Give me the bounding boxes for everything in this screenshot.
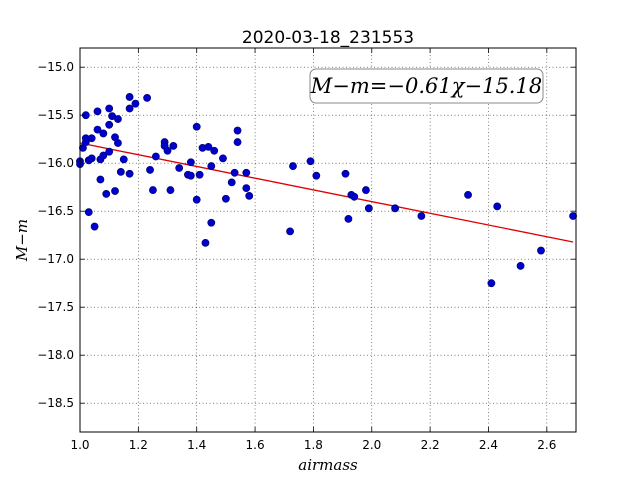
data-point — [242, 168, 251, 177]
data-point — [149, 186, 157, 194]
x-tick-label: 2.0 — [362, 438, 381, 452]
data-point — [151, 152, 160, 161]
data-point — [96, 175, 105, 184]
data-point — [105, 147, 114, 156]
x-tick-label: 1.4 — [187, 438, 206, 452]
axis-ticks — [79, 48, 576, 432]
x-tick-label: 2.6 — [537, 438, 556, 452]
y-tick-label: −17.5 — [37, 300, 74, 314]
data-point — [90, 222, 99, 231]
data-point — [125, 93, 134, 101]
data-point — [233, 138, 242, 146]
x-tick-label: 1.8 — [304, 438, 323, 452]
data-point — [99, 151, 108, 160]
data-point — [312, 171, 321, 180]
annotation-text: M−m=−0.61χ−15.18 — [310, 74, 542, 98]
data-point — [114, 115, 122, 123]
grid — [79, 48, 576, 432]
data-point — [493, 202, 502, 211]
data-point — [163, 146, 172, 155]
data-point — [119, 155, 128, 164]
data-point — [289, 162, 297, 170]
data-point — [350, 192, 359, 201]
data-point — [146, 166, 154, 174]
data-point — [195, 170, 204, 179]
data-point — [537, 246, 545, 255]
y-tick-label: −16.0 — [37, 156, 74, 170]
data-point — [306, 157, 315, 166]
data-point — [111, 187, 119, 195]
data-points — [76, 93, 577, 288]
data-point — [169, 142, 178, 150]
data-point — [245, 191, 254, 200]
data-point — [93, 107, 102, 116]
data-point — [233, 126, 242, 135]
data-point — [230, 168, 239, 177]
data-point — [219, 154, 227, 163]
data-point — [210, 146, 219, 155]
data-point — [105, 120, 114, 129]
fit-annotation: M−m=−0.61χ−15.18 — [309, 68, 544, 104]
x-axis-label: airmass — [298, 456, 358, 474]
y-tick-label: −18.5 — [37, 396, 74, 410]
data-point — [569, 212, 577, 220]
x-tick-labels: 1.0 1.2 1.4 1.6 1.8 2.0 2.2 2.4 2.6 — [70, 438, 556, 452]
data-point — [131, 99, 140, 108]
x-tick-label: 1.0 — [70, 438, 89, 452]
data-point — [105, 104, 114, 113]
data-point — [364, 204, 373, 213]
data-point — [125, 104, 134, 113]
data-point — [341, 169, 350, 178]
plot-frame — [79, 47, 577, 433]
data-point — [186, 171, 195, 180]
data-point — [242, 184, 251, 193]
y-tick-label: −15.5 — [37, 108, 74, 122]
data-point — [166, 186, 175, 194]
data-point — [116, 167, 125, 176]
data-point — [227, 178, 236, 187]
plot-background — [80, 48, 576, 432]
data-point — [84, 208, 93, 217]
x-tick-label: 1.6 — [246, 438, 265, 452]
y-tick-label: −16.5 — [37, 204, 74, 218]
data-point — [464, 190, 472, 199]
data-point — [87, 154, 96, 163]
data-point — [391, 204, 400, 213]
data-point — [114, 139, 122, 147]
data-point — [207, 218, 216, 227]
annotation-box — [309, 68, 544, 104]
data-point — [186, 158, 195, 167]
data-point — [417, 212, 426, 220]
x-tick-label: 2.4 — [479, 438, 498, 452]
data-point — [93, 125, 102, 134]
fit-line — [79, 142, 574, 243]
data-point — [143, 94, 152, 102]
y-tick-label: −17.0 — [37, 252, 74, 266]
x-tick-label: 1.2 — [129, 438, 148, 452]
data-point — [192, 195, 201, 204]
data-point — [516, 262, 525, 270]
data-point — [125, 169, 134, 178]
data-point — [192, 122, 201, 131]
data-point — [87, 134, 96, 143]
data-point — [175, 164, 184, 172]
data-point — [286, 227, 294, 236]
data-point — [204, 142, 213, 151]
y-tick-label: −15.0 — [37, 60, 74, 74]
data-point — [221, 194, 230, 203]
data-point — [362, 186, 370, 194]
y-tick-labels: −15.0 −15.5 −16.0 −16.5 −17.0 −17.5 −18.0 −18.5 — [37, 60, 74, 410]
x-tick-label: 2.2 — [421, 438, 440, 452]
data-point — [344, 214, 353, 223]
data-point — [207, 162, 216, 170]
data-point — [99, 129, 108, 138]
chart-title: 2020-03-18_231553 — [242, 28, 414, 48]
y-tick-label: −18.0 — [37, 348, 74, 362]
data-point — [487, 279, 496, 288]
y-axis-label: M−m — [13, 219, 31, 262]
data-point — [201, 238, 210, 247]
data-point — [102, 190, 111, 198]
fit-line-group — [79, 142, 574, 243]
